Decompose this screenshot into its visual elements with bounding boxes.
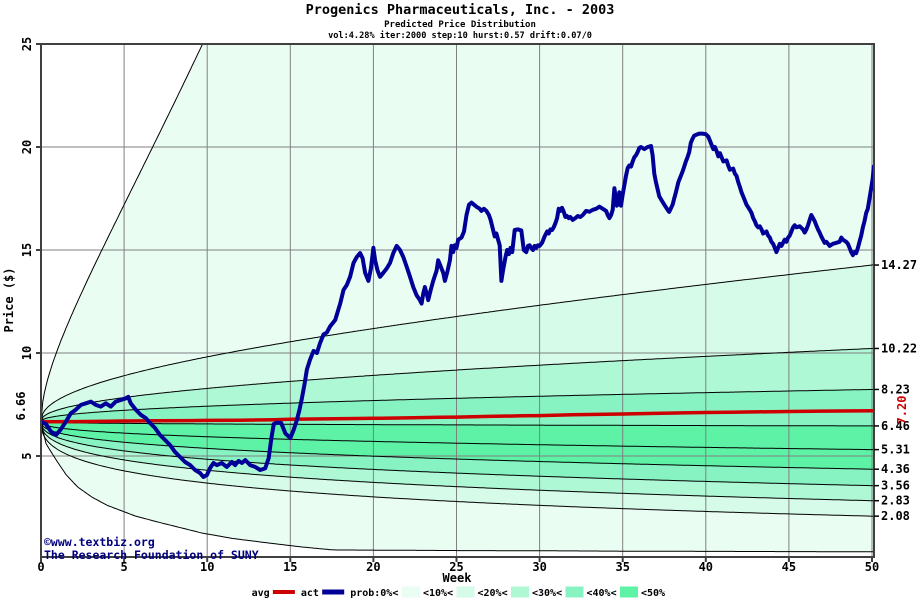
legend-color-swatch xyxy=(620,586,638,598)
percentile-curve xyxy=(41,421,874,451)
right-value-label: 2.08 xyxy=(881,509,910,523)
legend-label: <10%< xyxy=(423,588,453,599)
start-price-label: 6.66 xyxy=(14,392,28,421)
x-tick-label: 50 xyxy=(865,560,879,574)
y-axis-label: Price ($) xyxy=(2,267,16,332)
fan-band xyxy=(41,348,874,422)
chart-parameters: vol:4.28% iter:2000 step:10 hurst:0.57 d… xyxy=(328,30,592,41)
right-value-labels: 14.27 10.22 8.23 6.46 5.31 4.36 3.562.832.08 xyxy=(874,258,917,523)
y-tick-labels: 5 10 15 20 25 xyxy=(20,37,34,460)
legend-color-swatch xyxy=(511,586,529,598)
fan-band xyxy=(41,421,874,470)
right-value-label: 3.56 xyxy=(881,479,910,493)
percentile-curve xyxy=(41,421,874,502)
percentile-curve xyxy=(41,421,874,427)
fan-band xyxy=(41,421,874,486)
fan-band xyxy=(41,264,874,422)
legend-label: prob:0%< xyxy=(350,588,398,599)
x-tick-label: 35 xyxy=(615,560,629,574)
y-tick-label: 25 xyxy=(20,37,34,51)
legend-label: <20%< xyxy=(478,588,508,599)
watermark-url: ©www.textbiz.org xyxy=(44,535,155,549)
x-tick-label: 15 xyxy=(283,560,297,574)
fan-band xyxy=(41,389,874,426)
x-tick-label: 45 xyxy=(782,560,796,574)
legend-label: avg xyxy=(252,588,270,599)
x-tick-labels: 0 5 10 15 20 25 30 35 40 45 50 xyxy=(37,560,879,574)
x-tick-label: 5 xyxy=(120,560,127,574)
legend-color-swatch xyxy=(456,586,475,598)
chart-legend: avg act prob:0%< <10%< <20%< <30%< <40%< <50% xyxy=(252,586,665,599)
x-tick-label: 10 xyxy=(200,560,214,574)
x-tick-label: 30 xyxy=(532,560,546,574)
actual-price-line xyxy=(41,131,874,479)
y-tick-label: 20 xyxy=(20,140,34,154)
right-value-label: 6.46 xyxy=(881,419,910,433)
y-tick-label: 15 xyxy=(20,243,34,257)
percentile-curve xyxy=(41,44,204,422)
percentile-curve xyxy=(41,421,874,517)
percentile-curve xyxy=(41,347,874,422)
legend-label: act xyxy=(301,588,319,599)
percentile-curves xyxy=(41,44,874,553)
legend-label: <40%< xyxy=(587,588,617,599)
chart-subtitle: Predicted Price Distribution xyxy=(384,19,536,30)
axis-ticks xyxy=(36,43,873,562)
watermark-foundation: The Research Foundation of SUNY xyxy=(44,548,259,562)
y-tick-label: 10 xyxy=(20,346,34,360)
percentile-curve xyxy=(41,421,874,553)
fan-band xyxy=(41,421,874,552)
right-value-label: 4.36 xyxy=(881,462,910,476)
legend-label: <50% xyxy=(641,588,665,599)
x-tick-label: 25 xyxy=(449,560,463,574)
right-value-label: 2.83 xyxy=(881,494,910,508)
x-tick-label: 0 xyxy=(37,560,44,574)
x-tick-label: 20 xyxy=(366,560,380,574)
percentile-curve xyxy=(41,264,874,422)
legend-color-swatch xyxy=(565,586,584,598)
right-value-label: 5.31 xyxy=(881,443,910,457)
right-value-label: 8.23 xyxy=(881,382,910,396)
fan-band xyxy=(41,421,874,517)
x-axis-label: Week xyxy=(443,571,473,585)
chart-title: Progenics Pharmaceuticals, Inc. - 2003 xyxy=(306,2,615,18)
y-tick-label: 5 xyxy=(20,452,34,459)
fan-band xyxy=(41,44,874,422)
legend-color-swatch xyxy=(402,586,420,598)
fan-band xyxy=(41,421,874,450)
legend-label: <30%< xyxy=(532,588,562,599)
probability-fan-bands xyxy=(41,44,874,552)
x-tick-label: 40 xyxy=(699,560,713,574)
average-end-price-label: 7.20 xyxy=(895,396,909,425)
percentile-curve xyxy=(41,421,874,470)
right-value-label: 10.22 xyxy=(881,341,917,355)
average-price-line xyxy=(41,408,874,424)
right-value-label: 14.27 xyxy=(881,258,917,272)
fan-band xyxy=(41,421,874,501)
percentile-curve xyxy=(41,388,874,423)
